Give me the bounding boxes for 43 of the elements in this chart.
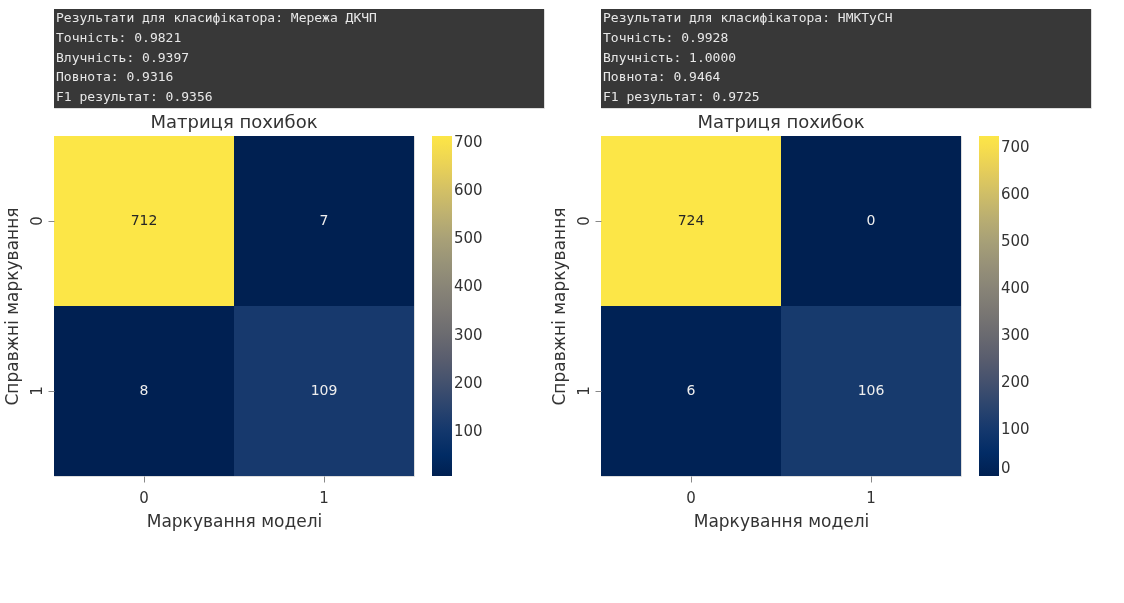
color-bar-label: 400 (1001, 279, 1030, 298)
color-bar-label: 200 (454, 373, 483, 392)
data-label: 8 (139, 382, 149, 398)
color-bar-label: 400 (454, 277, 483, 296)
color-bar-label: 700 (1001, 138, 1030, 157)
data-label: 724 (677, 212, 705, 228)
x-tick-label: 0 (686, 488, 696, 507)
x-tick-label: 1 (319, 488, 329, 507)
y-axis-title: Справжні маркування (548, 207, 569, 406)
y-axis-title: Справжні маркування (1, 207, 22, 406)
text: Результати для класифікатора: Мережа ДКЧП (56, 10, 377, 25)
data-label: 6 (686, 382, 696, 398)
text: Влучність: 0.9397 (56, 49, 190, 65)
text: Влучність: 1.0000 (603, 49, 737, 65)
color-bar-label: 100 (454, 422, 483, 441)
color-bar-label: 300 (1001, 326, 1030, 345)
data-label: 109 (310, 382, 338, 398)
color-bar-label: 700 (454, 132, 483, 151)
color-bar-label: 600 (1001, 185, 1030, 204)
color-bar-label: 0 (1001, 459, 1011, 477)
text: Точність: 0.9821 (56, 29, 182, 45)
x-axis-title: Маркування моделі (146, 510, 323, 531)
text: Точність: 0.9928 (603, 29, 729, 45)
x-tick-label: 1 (866, 488, 876, 507)
color-bar-label: 200 (1001, 373, 1030, 392)
x-tick-label: 0 (139, 488, 149, 507)
data-label: 0 (866, 212, 876, 228)
x-axis-title: Маркування моделі (693, 510, 870, 531)
data-label: 106 (857, 382, 885, 398)
data-label: 712 (130, 212, 158, 228)
text: F1 результат: 0.9356 (56, 89, 213, 105)
text: F1 результат: 0.9725 (603, 89, 760, 105)
color-bar-label: 500 (1001, 232, 1030, 251)
text: Повнота: 0.9464 (603, 69, 721, 85)
chart-title: Матриця похибок (697, 111, 865, 132)
color-bar-label: 600 (454, 181, 483, 200)
data-label: 7 (319, 212, 329, 228)
color-bar-label: 100 (1001, 420, 1030, 439)
color-bar-label: 300 (454, 325, 483, 344)
color-bar-label: 500 (454, 229, 483, 248)
chart-title: Матриця похибок (150, 111, 318, 132)
text: Результати для класифікатора: НМКТуСН (603, 10, 893, 25)
text: Повнота: 0.9316 (56, 69, 174, 85)
